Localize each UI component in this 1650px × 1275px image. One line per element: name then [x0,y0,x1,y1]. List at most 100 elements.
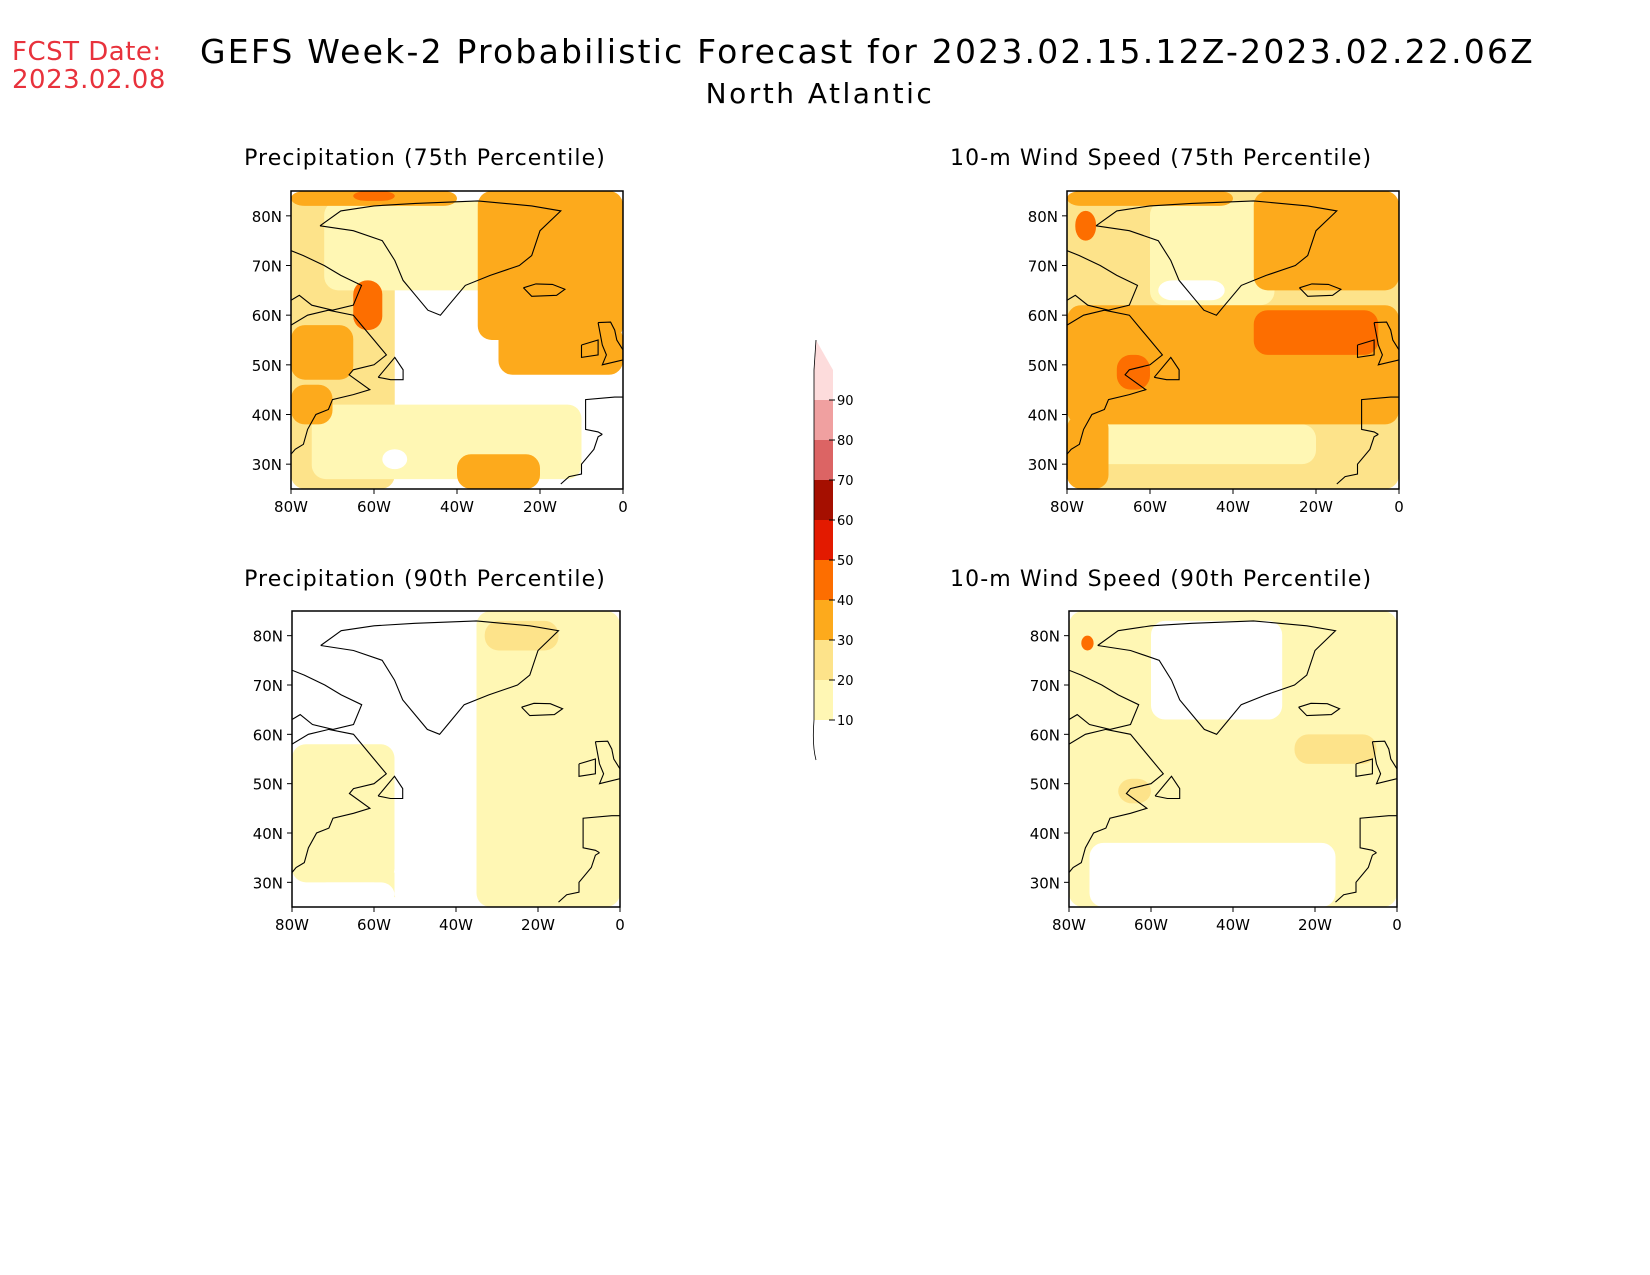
forecast-date-label: FCST Date: [12,37,162,67]
probability-region [1253,310,1379,355]
lat-tick-label: 60N [253,726,283,744]
lon-tick-label: 40W [1216,498,1250,516]
lat-tick-label: 60N [252,307,282,325]
lat-tick-label: 60N [1030,726,1060,744]
colorbar-tick-label: 90 [837,394,854,409]
coastline [1298,702,1341,717]
page-subtitle: North Atlantic [705,77,935,110]
coastline [1371,740,1397,785]
lon-tick-label: 0 [618,498,628,516]
colorbar-segment [814,520,833,560]
colorbar-tick-label: 30 [837,634,854,649]
coastline [320,620,560,735]
colorbar: 10 20 30 40 50 60 70 80 90 [812,339,854,761]
lat-tick-label: 80N [1028,208,1058,226]
colorbar-outline-top [813,339,817,371]
lon-tick-label: 20W [523,498,557,516]
lon-tick-label: 60W [1133,498,1167,516]
lat-tick-label: 40N [1030,825,1060,843]
colorbar-tick-label: 70 [837,474,854,489]
probability-field [1067,191,1399,489]
lat-tick-label: 50N [1028,357,1058,375]
lat-tick-label: 70N [252,258,282,276]
forecast-date-value: 2023.02.08 [12,65,166,95]
colorbar-segment [814,640,833,680]
colorbar-tick-label: 10 [837,714,854,729]
lon-tick-label: 40W [1216,916,1250,934]
lon-tick-label: 80W [274,498,308,516]
probability-region [477,191,623,340]
colorbar-segment [814,370,833,400]
lat-tick-label: 50N [1030,776,1060,794]
coastline [523,283,567,297]
lon-tick-label: 60W [357,916,391,934]
coastline [1373,321,1399,366]
colorbar-segment [814,600,833,640]
probability-region [353,280,383,331]
coastline [558,852,600,903]
probability-field [291,191,623,489]
coastline [1069,728,1165,873]
colorbar-segment [814,680,833,720]
coastline [597,321,623,366]
probability-region [1158,280,1225,301]
lon-tick-label: 0 [1392,916,1402,934]
coastline [560,433,603,485]
coastline [1355,758,1373,777]
probability-region [292,744,395,883]
colorbar-outline [812,370,817,761]
lat-tick-label: 30N [1028,456,1058,474]
forecast-date-block: FCST Date: 2023.02.08 [12,38,166,94]
probability-region [1067,414,1109,489]
probability-region [1253,191,1399,291]
page-title: GEFS Week-2 Probabilistic Forecast for 2… [200,32,1535,71]
probability-region [1075,210,1097,241]
coastline [1356,339,1375,359]
probability-field [1069,611,1397,907]
probability-region [581,464,623,489]
probability-region [1118,778,1151,804]
coastline [377,356,404,381]
probability-region [324,200,499,291]
colorbar-top-triangle [814,340,833,370]
probability-region [476,611,620,907]
coastline [1336,433,1379,485]
lon-tick-label: 20W [521,916,555,934]
coastline [1097,620,1337,735]
lat-tick-label: 80N [252,208,282,226]
lon-tick-label: 80W [1050,498,1084,516]
coastline [578,758,596,777]
probability-region [498,325,623,375]
coastline [291,250,363,311]
probability-region [312,882,395,907]
panel-title-wind-90: 10-m Wind Speed (90th Percentile) [950,567,1373,592]
lat-tick-label: 70N [1028,258,1058,276]
coastline [291,309,388,455]
coastline [1154,775,1181,800]
lon-tick-label: 80W [1052,916,1086,934]
probability-region [291,384,333,425]
lat-tick-label: 80N [253,628,283,646]
lon-tick-label: 20W [1298,916,1332,934]
colorbar-tick-label: 80 [837,434,854,449]
lat-tick-label: 80N [1030,628,1060,646]
coastline [1359,815,1397,854]
lon-tick-label: 60W [1134,916,1168,934]
map-wind-90: 80W 60W 40W 20W 0 30N 40N 50N 60N 70N 80N [1030,610,1402,934]
lat-tick-label: 60N [1028,307,1058,325]
lon-tick-label: 0 [1394,498,1404,516]
coastline [594,740,620,785]
coastline [1153,356,1180,381]
lat-tick-label: 70N [1030,677,1060,695]
lat-tick-label: 30N [253,874,283,892]
map-wind-75: 80W 60W 40W 20W 0 30N 40N 50N 60N 70N 80N [1028,190,1404,516]
panel-title-precip-75: Precipitation (75th Percentile) [244,146,606,171]
colorbar-segment [814,480,833,520]
lon-tick-label: 40W [439,916,473,934]
panel-title-precip-90: Precipitation (90th Percentile) [244,567,606,592]
lat-tick-label: 30N [1030,874,1060,892]
map-precip-75: 80W 60W 40W 20W 0 30N 40N 50N 60N 70N 80N [252,190,628,516]
lon-tick-label: 0 [615,916,625,934]
coastline [1095,200,1338,316]
probability-region [291,325,354,380]
